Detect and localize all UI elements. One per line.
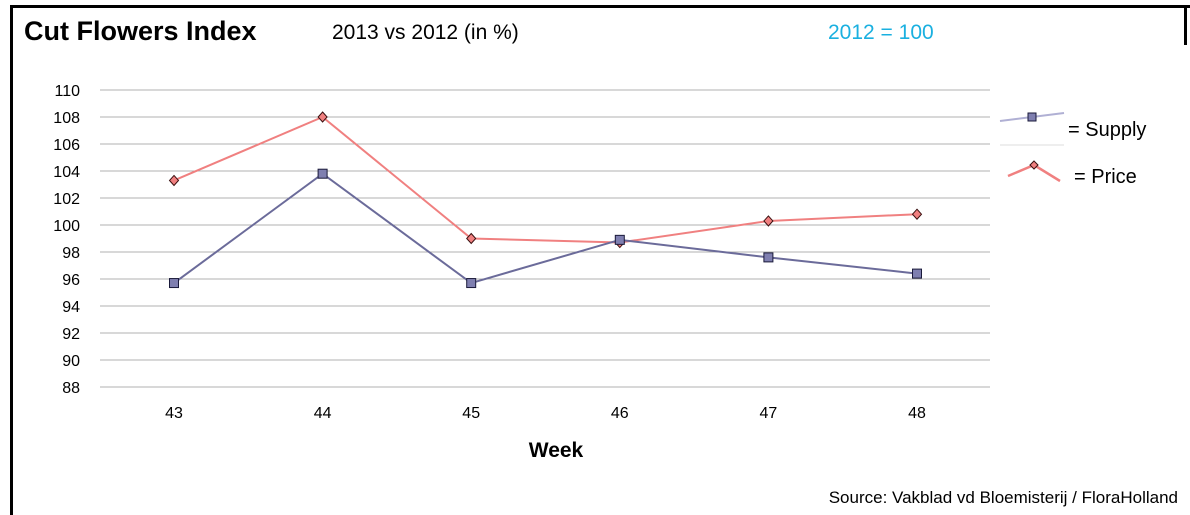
price-marker [168, 174, 180, 187]
chart-subtitle: 2013 vs 2012 (in %) [332, 21, 519, 44]
y-tick-label: 88 [62, 380, 80, 397]
supply-marker [169, 278, 179, 289]
x-tick-label: 48 [908, 405, 926, 422]
y-tick-label: 104 [53, 164, 80, 181]
y-tick-label: 106 [53, 137, 80, 154]
legend-price-line-right [1033, 163, 1061, 183]
supply-marker [317, 168, 328, 179]
price-marker [911, 208, 923, 220]
x-axis-ticks: 43 44 45 46 47 48 [165, 405, 926, 422]
series-line-price [173, 115, 918, 244]
y-tick-label: 100 [53, 218, 80, 235]
series-line-supply [173, 172, 918, 285]
y-tick-label: 96 [62, 272, 80, 289]
supply-marker [912, 268, 922, 279]
legend-price-line [1007, 163, 1035, 178]
price-marker [317, 111, 328, 123]
legend: = Supply = Price [999, 112, 1146, 188]
y-tick-label: 92 [62, 326, 80, 343]
y-tick-label: 98 [62, 245, 80, 262]
legend-supply-marker [1027, 112, 1037, 122]
supply-marker [466, 278, 477, 289]
source-note: Source: Vakblad vd Bloemisterij / FloraH… [828, 488, 1178, 507]
y-tick-label: 102 [53, 191, 80, 208]
grid-lines [100, 89, 990, 388]
series-markers [168, 111, 923, 289]
y-tick-label: 90 [62, 353, 80, 370]
chart-title: Cut Flowers Index [24, 16, 257, 46]
frame-border-right [1184, 5, 1187, 45]
frame-border-top [10, 5, 1190, 8]
x-tick-label: 43 [165, 405, 183, 422]
x-tick-label: 46 [611, 405, 629, 422]
baseline-note: 2012 = 100 [828, 21, 934, 44]
price-marker [466, 232, 477, 245]
x-tick-label: 45 [462, 405, 480, 422]
legend-price-marker [1029, 160, 1039, 170]
supply-marker [614, 234, 625, 245]
y-tick-label: 108 [53, 110, 80, 127]
series-lines [173, 115, 918, 285]
x-tick-label: 47 [760, 405, 778, 422]
frame-border-left [10, 5, 13, 515]
y-tick-label: 94 [62, 299, 80, 316]
price-marker [763, 215, 774, 227]
legend-price-label: = Price [1074, 166, 1137, 188]
supply-marker [763, 252, 774, 263]
y-tick-label: 110 [54, 83, 80, 100]
x-tick-label: 44 [314, 405, 332, 422]
y-axis-ticks: 88 90 92 94 96 98 100 102 104 106 108 110 [53, 83, 80, 397]
x-axis-label: Week [529, 439, 584, 462]
legend-supply-label: = Supply [1068, 119, 1146, 141]
